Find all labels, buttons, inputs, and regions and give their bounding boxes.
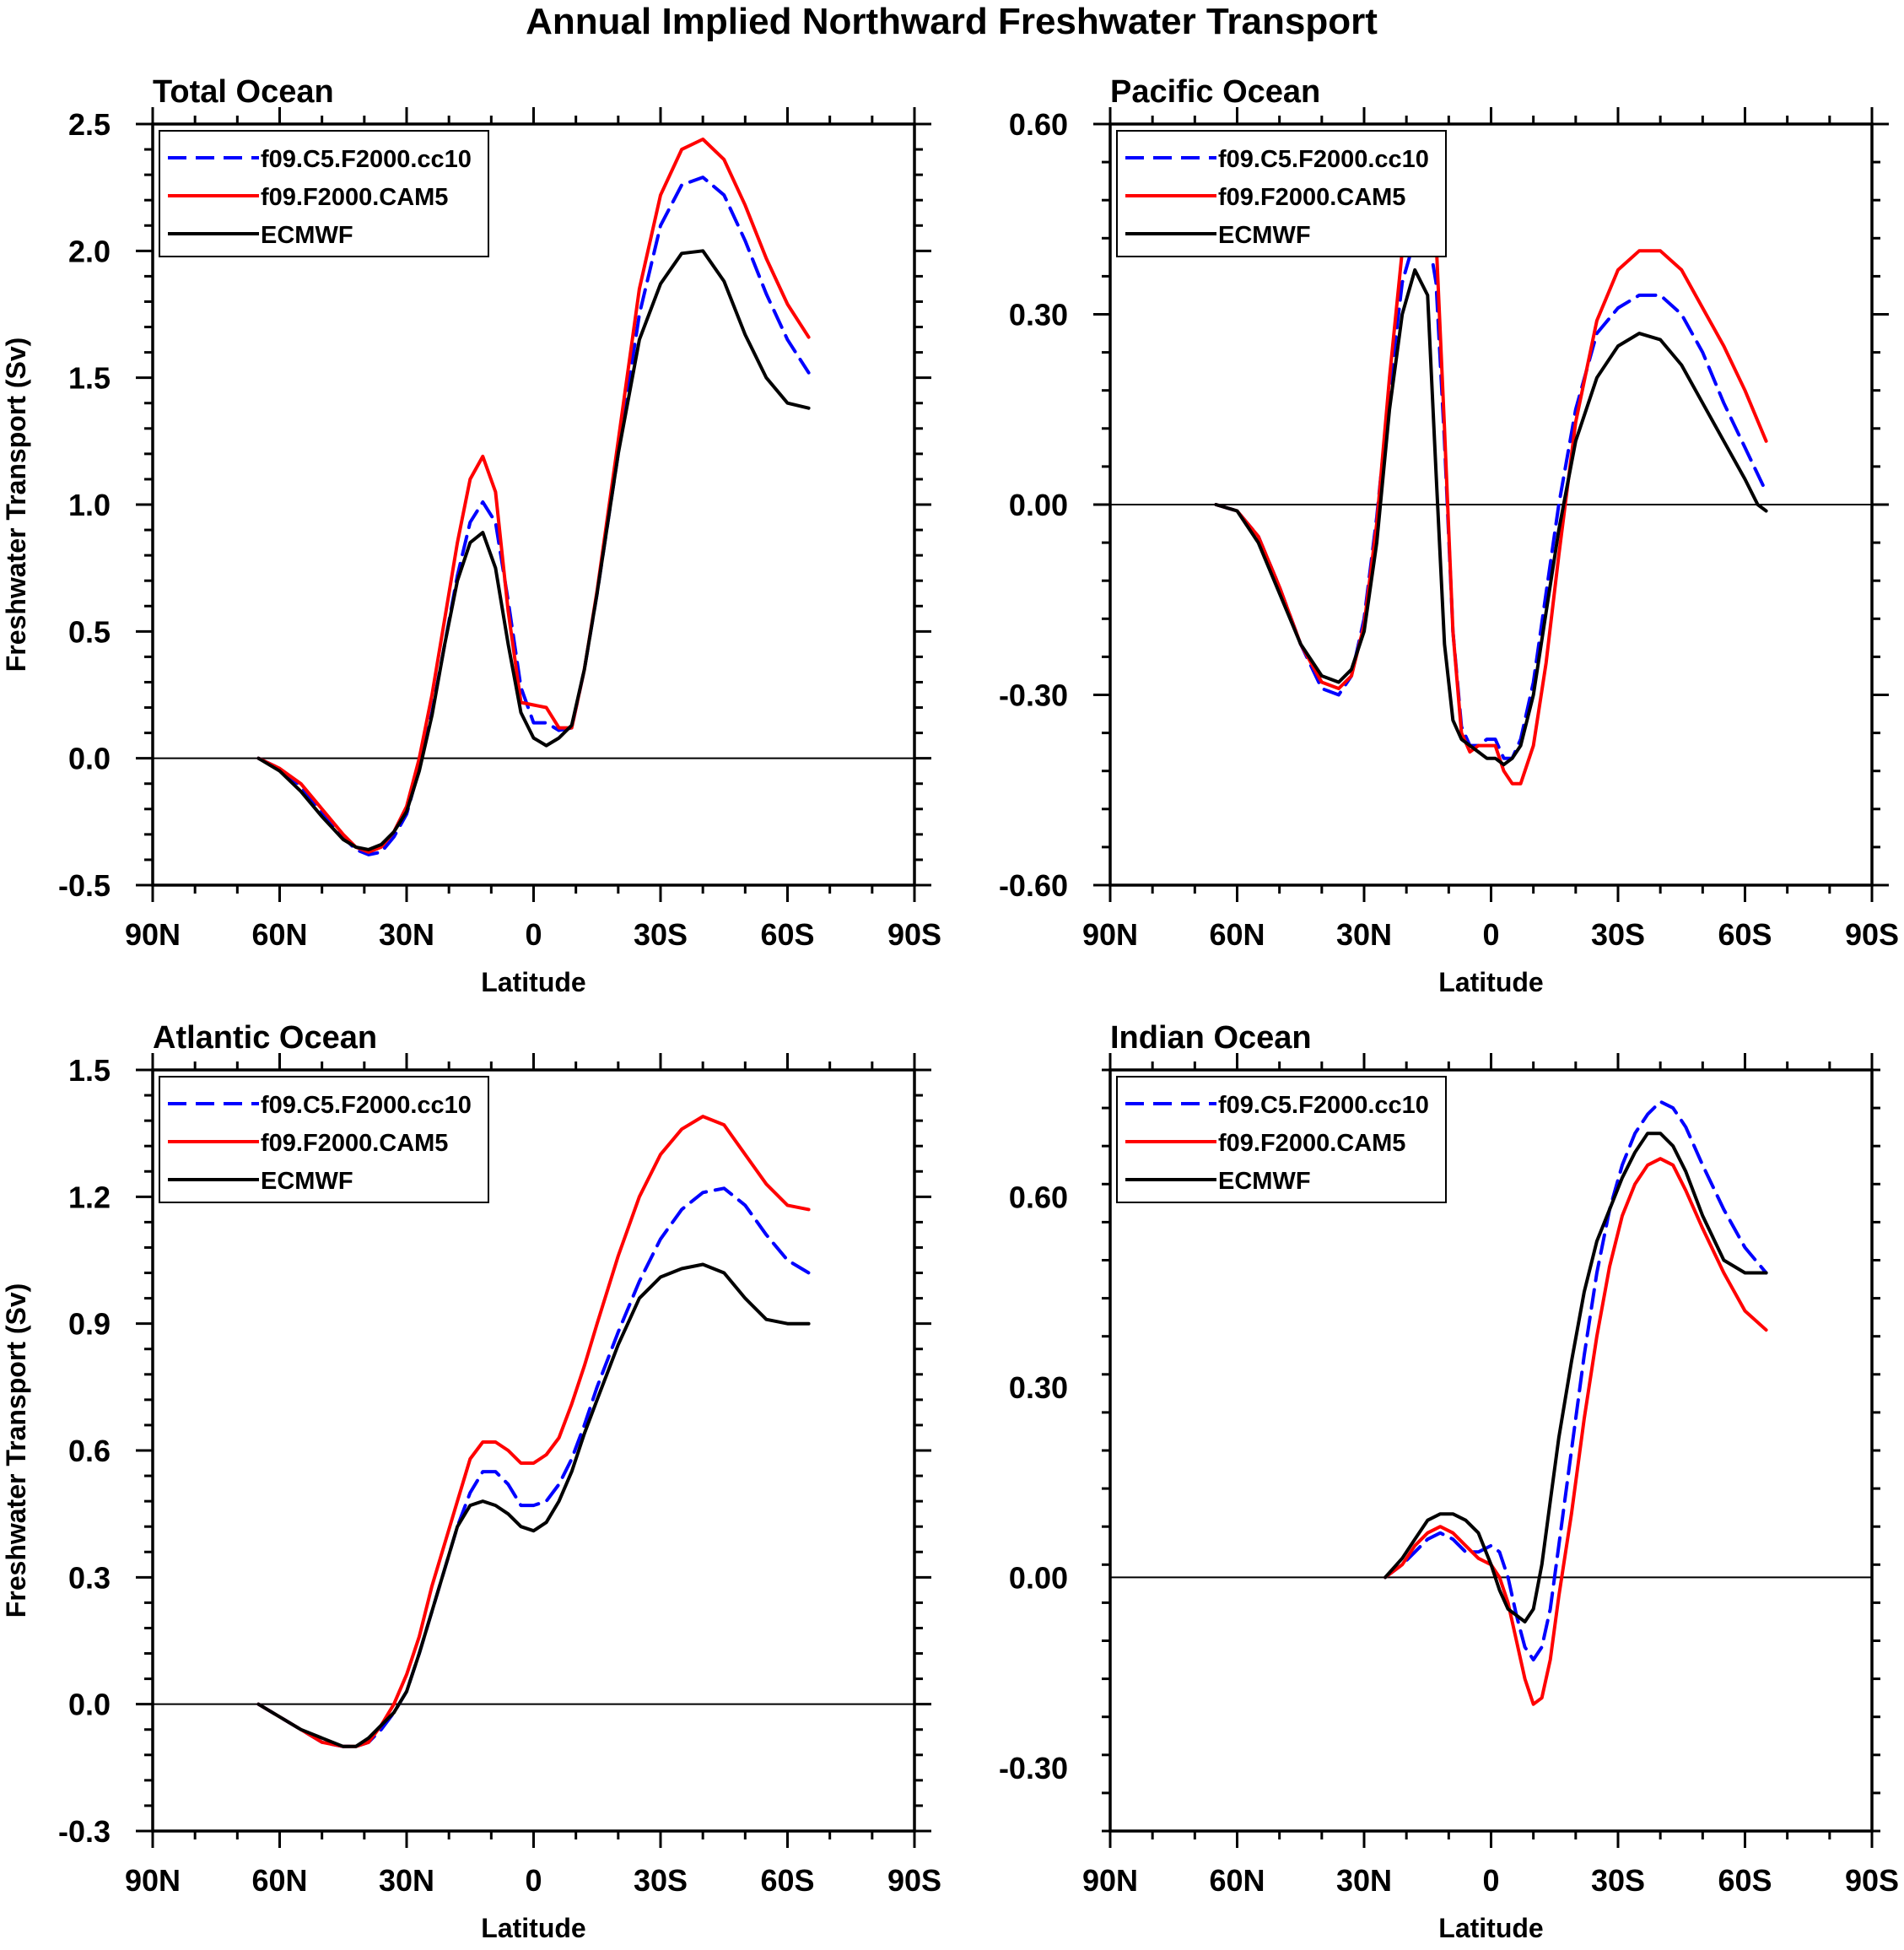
total-ocean-series-line-2	[256, 249, 811, 851]
pacific-ocean-y-tick-label: 0.30	[1009, 298, 1068, 332]
indian-ocean-x-tick-label: 0	[1482, 1863, 1499, 1898]
indian-ocean-legend-label-2: ECMWF	[1218, 1168, 1311, 1195]
total-ocean-y-tick-label: 1.5	[68, 361, 111, 396]
indian-ocean-x-tick-label: 60N	[1209, 1863, 1265, 1898]
atlantic-ocean-x-tick-label: 60N	[251, 1863, 307, 1898]
total-ocean-title: Total Ocean	[153, 74, 334, 110]
pacific-ocean-x-tick-label: 60S	[1718, 917, 1772, 952]
atlantic-ocean-y-tick-label: 1.2	[68, 1180, 111, 1214]
total-ocean-x-tick-label: 90S	[887, 917, 941, 952]
total-ocean-legend-box	[159, 130, 489, 257]
atlantic-ocean-x-tick-label: 30N	[379, 1863, 434, 1898]
indian-ocean-x-tick-label: 90S	[1845, 1863, 1899, 1898]
total-ocean-y-tick-label: -0.5	[58, 868, 111, 903]
atlantic-ocean-y-tick-label: 0.6	[68, 1434, 111, 1468]
indian-ocean-title: Indian Ocean	[1110, 1020, 1312, 1056]
pacific-ocean-x-tick-label: 30S	[1591, 917, 1645, 952]
indian-ocean-series-line-1	[1384, 1157, 1768, 1706]
pacific-ocean-y-tick-label: -0.30	[999, 678, 1068, 713]
panel-total-ocean: Total Ocean 90N 60N 30N 0 30S 60S 90S -0.5 0.0 0.5…	[1, 74, 941, 997]
pacific-ocean-title: Pacific Ocean	[1110, 74, 1320, 110]
total-ocean-y-axis-label: Freshwater Transport (Sv)	[1, 338, 31, 673]
indian-ocean-y-tick-label: -0.30	[999, 1751, 1068, 1785]
total-ocean-x-axis-label: Latitude	[481, 967, 585, 997]
total-ocean-y-tick-label: 0.5	[68, 614, 111, 649]
pacific-ocean-x-tick-label: 0	[1482, 917, 1499, 952]
atlantic-ocean-title: Atlantic Ocean	[153, 1020, 377, 1056]
total-ocean-series-line-0	[256, 176, 811, 856]
total-ocean-y-tick-label: 2.0	[68, 234, 111, 268]
panel-atlantic-ocean: Atlantic Ocean 90N 60N 30N 0 30S 60S 90S -0.3 0.0…	[1, 1020, 941, 1943]
atlantic-ocean-legend-label-0: f09.C5.F2000.cc10	[261, 1092, 472, 1119]
pacific-ocean-y-tick-label: 0.00	[1009, 488, 1068, 522]
indian-ocean-y-tick-label: 0.00	[1009, 1560, 1068, 1595]
pacific-ocean-legend-box	[1116, 130, 1447, 257]
atlantic-ocean-y-tick-label: -0.3	[58, 1814, 111, 1849]
indian-ocean-y-tick-label: 0.30	[1009, 1370, 1068, 1405]
total-ocean-y-tick-label: 1.0	[68, 488, 111, 522]
total-ocean-x-tick-label: 0	[525, 917, 542, 952]
total-ocean-x-tick-label: 60N	[251, 917, 307, 952]
total-ocean-x-tick-label: 60S	[760, 917, 814, 952]
atlantic-ocean-series-line-1	[256, 1115, 811, 1748]
indian-ocean-series-line-2	[1384, 1132, 1768, 1623]
atlantic-ocean-y-axis-label: Freshwater Transport (Sv)	[1, 1283, 31, 1618]
indian-ocean-series-line-0	[1384, 1099, 1768, 1661]
total-ocean-legend-label-2: ECMWF	[261, 222, 353, 249]
total-ocean-legend-label-0: f09.C5.F2000.cc10	[261, 146, 472, 173]
atlantic-ocean-x-tick-label: 60S	[760, 1863, 814, 1898]
indian-ocean-legend-label-0: f09.C5.F2000.cc10	[1218, 1092, 1429, 1119]
indian-ocean-x-axis-label: Latitude	[1438, 1913, 1543, 1943]
pacific-ocean-x-tick-label: 90S	[1845, 917, 1899, 952]
figure-title: Annual Implied Northward Freshwater Tran…	[526, 1, 1378, 42]
total-ocean-x-tick-label: 90N	[125, 917, 181, 952]
indian-ocean-x-tick-label: 30N	[1336, 1863, 1392, 1898]
total-ocean-x-tick-label: 30N	[379, 917, 434, 952]
total-ocean-x-tick-label: 30S	[634, 917, 688, 952]
panel-pacific-ocean: Pacific Ocean 90N 60N 30N 0 30S 60S 90S -0.60 -0.…	[999, 74, 1899, 997]
indian-ocean-legend-box	[1116, 1076, 1447, 1203]
pacific-ocean-series-line-0	[1214, 230, 1768, 760]
atlantic-ocean-legend-label-2: ECMWF	[261, 1168, 353, 1195]
pacific-ocean-legend-label-0: f09.C5.F2000.cc10	[1218, 146, 1429, 173]
indian-ocean-x-tick-label: 90N	[1082, 1863, 1138, 1898]
total-ocean-y-tick-label: 0.0	[68, 742, 111, 776]
pacific-ocean-series-line-2	[1214, 267, 1768, 767]
atlantic-ocean-series-line-2	[256, 1262, 811, 1748]
atlantic-ocean-y-tick-label: 0.0	[68, 1688, 111, 1722]
total-ocean-legend-label-1: f09.F2000.CAM5	[261, 184, 448, 211]
atlantic-ocean-y-tick-label: 0.9	[68, 1307, 111, 1342]
panel-indian-ocean: Indian Ocean 90N 60N 30N 0 30S 60S 90S -0.30 0.00…	[999, 1020, 1899, 1943]
total-ocean-y-tick-label: 2.5	[68, 107, 111, 142]
atlantic-ocean-legend-label-1: f09.F2000.CAM5	[261, 1130, 448, 1157]
indian-ocean-x-tick-label: 60S	[1718, 1863, 1772, 1898]
atlantic-ocean-x-tick-label: 30S	[634, 1863, 688, 1898]
atlantic-ocean-x-tick-label: 0	[525, 1863, 542, 1898]
indian-ocean-y-tick-label: 0.60	[1009, 1180, 1068, 1214]
pacific-ocean-legend-label-1: f09.F2000.CAM5	[1218, 184, 1405, 211]
pacific-ocean-y-tick-label: -0.60	[999, 868, 1068, 903]
pacific-ocean-x-tick-label: 60N	[1209, 917, 1265, 952]
pacific-ocean-y-tick-label: 0.60	[1009, 107, 1068, 142]
atlantic-ocean-x-tick-label: 90N	[125, 1863, 181, 1898]
atlantic-ocean-y-tick-label: 1.5	[68, 1053, 111, 1088]
indian-ocean-x-tick-label: 30S	[1591, 1863, 1645, 1898]
pacific-ocean-x-tick-label: 90N	[1082, 917, 1138, 952]
pacific-ocean-legend-label-2: ECMWF	[1218, 222, 1311, 249]
pacific-ocean-x-tick-label: 30N	[1336, 917, 1392, 952]
atlantic-ocean-x-axis-label: Latitude	[481, 1913, 585, 1943]
atlantic-ocean-y-tick-label: 0.3	[68, 1560, 111, 1595]
atlantic-ocean-x-tick-label: 90S	[887, 1863, 941, 1898]
atlantic-ocean-legend-box	[159, 1076, 489, 1203]
indian-ocean-legend-label-1: f09.F2000.CAM5	[1218, 1130, 1405, 1157]
pacific-ocean-x-axis-label: Latitude	[1438, 967, 1543, 997]
